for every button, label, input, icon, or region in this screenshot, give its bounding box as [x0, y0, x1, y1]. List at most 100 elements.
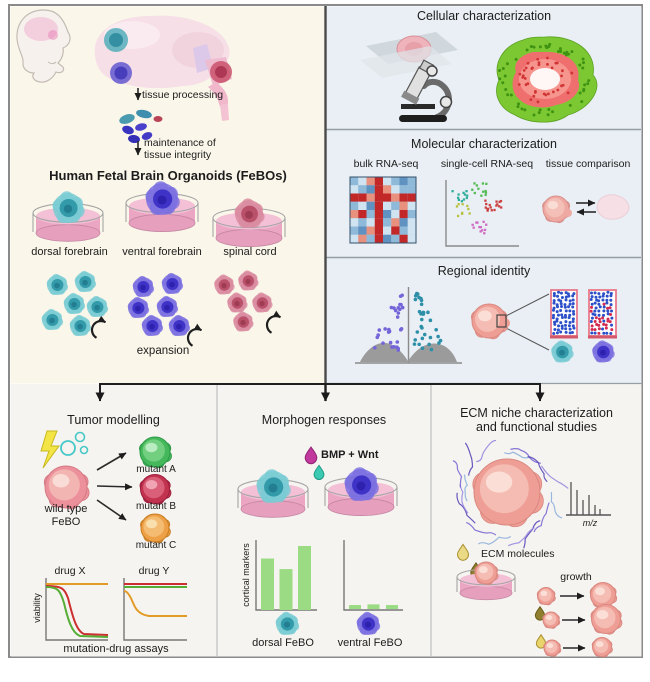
magnification-lines	[505, 293, 550, 351]
organoid	[168, 314, 191, 336]
cortical-markers-bars-ventral	[349, 604, 398, 609]
droplet-icon	[304, 446, 318, 465]
applications-panel	[10, 384, 642, 657]
tissue-comparison-arrows	[576, 199, 596, 216]
organoid	[252, 292, 273, 313]
organoid	[74, 270, 97, 292]
cycle-arrow-icon	[90, 315, 107, 339]
organoid	[214, 274, 235, 295]
tissue-section-ventral	[588, 289, 617, 339]
cortical-markers-bars-dorsal	[261, 545, 311, 610]
fetus-illustration	[16, 9, 71, 83]
regional-panel-title: Regional identity	[437, 264, 531, 278]
mutagenesis-icons	[40, 430, 89, 469]
ecm-molecules-label: ECM molecules	[481, 548, 555, 560]
organoid	[542, 611, 561, 629]
organoid	[275, 611, 300, 635]
organoid	[139, 436, 172, 469]
morphogen-panel-title: Morphogen responses	[261, 413, 387, 427]
scrnaseq-clusters	[451, 182, 503, 235]
maintenance-label-line2: tissue integrity	[144, 149, 212, 161]
growth-label: growth	[560, 571, 592, 583]
mutant-a-label: mutant A	[136, 464, 176, 475]
organoid	[139, 474, 172, 505]
cycle-arrow-icon	[186, 323, 203, 347]
mutant-fan-arrows	[96, 452, 133, 521]
molecular-panel-title: Molecular characterization	[411, 137, 557, 151]
organoid	[344, 467, 379, 501]
dish-label-spinal: spinal cord	[223, 246, 277, 258]
drug-x-title: drug X	[54, 565, 86, 577]
droplet-icon	[313, 464, 325, 480]
dish-label-ventral: ventral forebrain	[122, 246, 202, 258]
organoid	[590, 604, 623, 635]
organoid	[127, 296, 150, 318]
culture-dish	[456, 568, 516, 601]
dorsal-febo-label: dorsal FeBO	[252, 637, 314, 649]
mutation-drug-assays-caption: mutation-drug assays	[63, 643, 169, 655]
cortical-markers-axis-label: cortical markers	[240, 543, 251, 607]
volcano-dots	[372, 291, 443, 352]
organoid	[86, 295, 109, 317]
crispr-circle-icon	[60, 440, 76, 456]
fetal-brain-illustration	[94, 15, 232, 121]
reference-tissue-blob	[596, 194, 630, 220]
ecm-fibers	[452, 439, 569, 549]
ecm-panel-title-line2: and functional studies	[476, 420, 597, 434]
drug-response-plots	[45, 578, 187, 641]
droplet-icon	[534, 605, 546, 621]
ecm-panel-title-line1: ECM niche characterization	[460, 406, 613, 420]
tissue-section-dorsal	[550, 289, 578, 339]
maintenance-label-line1: maintenance of	[144, 137, 216, 149]
organoid	[63, 292, 86, 314]
microscope-icon	[399, 59, 453, 122]
bmp-wnt-label: BMP + Wnt	[321, 449, 379, 461]
organoid	[551, 340, 574, 363]
organoid	[141, 314, 164, 336]
organoid	[52, 191, 85, 223]
organoid	[227, 292, 248, 313]
stained-organoid-section	[496, 36, 598, 123]
organoid	[356, 611, 381, 635]
organoid	[238, 270, 259, 291]
lightning-icon	[40, 430, 60, 469]
wildtype-label-line1: wild type	[44, 503, 88, 515]
organoid	[46, 273, 69, 295]
bulk-rnaseq-label: bulk RNA-seq	[353, 158, 419, 170]
crispr-circle-icon	[74, 431, 86, 443]
tumor-panel-title: Tumor modelling	[67, 413, 160, 427]
febo-main-title: Human Fetal Brain Organoids (FeBOs)	[49, 168, 287, 183]
organoid	[69, 314, 92, 336]
crispr-circle-icon	[79, 445, 89, 455]
ventral-febo-label: ventral FeBO	[337, 637, 403, 649]
mutant-c-label: mutant C	[135, 540, 177, 551]
organoid	[233, 311, 254, 332]
dish-label-dorsal: dorsal forebrain	[31, 246, 108, 258]
organoid	[536, 587, 556, 606]
expansion-label: expansion	[136, 345, 190, 357]
cycle-arrow-icon	[265, 310, 282, 334]
organoid	[472, 458, 544, 528]
processing-steps	[119, 88, 163, 156]
tissue-processing-label: tissue processing	[142, 89, 224, 101]
drug-y-title: drug Y	[138, 565, 170, 577]
organoid	[145, 181, 180, 215]
droplet-icon	[535, 633, 547, 649]
organoid	[161, 272, 184, 294]
droplet-icon	[456, 543, 470, 561]
organoid	[234, 198, 265, 228]
organoid	[132, 275, 155, 297]
organoid	[543, 639, 562, 657]
cellular-panel-title: Cellular characterization	[416, 9, 552, 23]
wildtype-label-line2: FeBO	[51, 516, 81, 528]
tissue-comparison-label: tissue comparison	[545, 158, 631, 170]
organoid	[474, 561, 499, 585]
organoid	[140, 513, 171, 544]
organoid	[542, 195, 572, 224]
organoid	[256, 469, 291, 503]
organoid	[41, 308, 64, 330]
organoid	[592, 340, 615, 363]
tissue-pieces	[119, 109, 163, 144]
